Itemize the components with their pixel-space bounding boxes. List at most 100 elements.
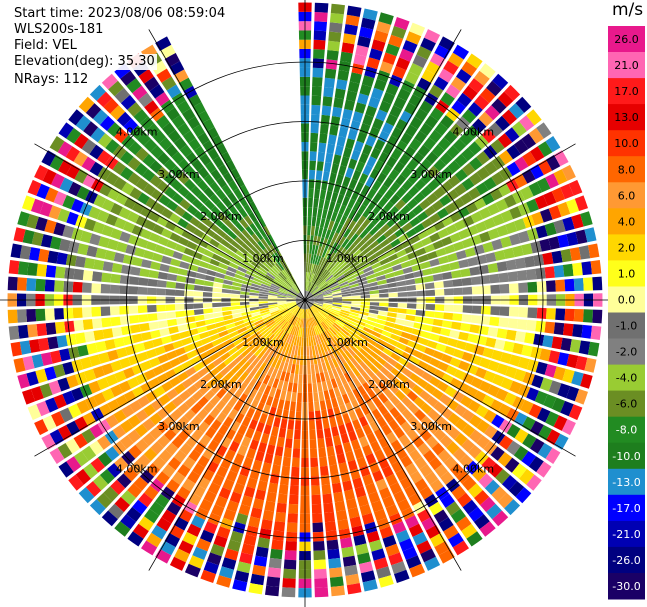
ray-gate: [216, 526, 231, 539]
ray-gate: [271, 397, 279, 408]
ray-gate: [518, 307, 528, 318]
ray-gate: [306, 346, 310, 356]
ray-gate: [462, 373, 475, 385]
ray-gate: [137, 237, 149, 249]
ray-gate: [319, 268, 326, 277]
ray-gate: [83, 218, 97, 232]
ray-gate: [408, 523, 424, 537]
ray-gate: [156, 517, 172, 532]
ray-gate: [329, 464, 339, 475]
ray-gate: [189, 216, 201, 228]
ray-gate: [365, 105, 377, 118]
ray-gate: [350, 345, 359, 354]
ray-gate: [142, 153, 156, 168]
ray-gate: [359, 284, 369, 289]
ray-gate: [314, 568, 327, 579]
ray-gate: [464, 342, 476, 353]
ray-gate: [271, 266, 280, 275]
ray-gate: [344, 349, 353, 360]
ray-gate: [350, 233, 359, 243]
ray-gate: [364, 250, 375, 259]
ray-gate: [36, 323, 48, 337]
ray-gate: [110, 273, 121, 284]
ray-gate: [361, 330, 371, 338]
ray-gate: [396, 313, 407, 320]
ray-gate: [292, 306, 299, 315]
ray-gate: [310, 123, 319, 134]
ray-gate: [127, 414, 141, 428]
ray-gate: [287, 382, 293, 392]
ray-gate: [239, 262, 249, 270]
ray-gate: [527, 281, 538, 293]
azimuth-spoke: [34, 299, 306, 457]
ray-gate: [207, 328, 218, 336]
ray-gate: [339, 311, 350, 317]
ray-gate: [419, 198, 431, 210]
ray-gate: [253, 316, 263, 323]
ray-gate: [289, 354, 294, 364]
ray-gate: [387, 233, 398, 243]
ray-gate: [143, 250, 155, 260]
ray-gate: [449, 123, 464, 137]
ray-gate: [118, 207, 132, 220]
ray-gate: [287, 294, 297, 298]
ray-gate: [573, 278, 584, 291]
ray-gate: [255, 359, 264, 370]
ray-gate: [270, 310, 280, 315]
ray-gate: [138, 314, 149, 323]
ray-gate: [354, 323, 365, 330]
ray-gate: [272, 281, 281, 288]
ray-gate: [272, 378, 280, 389]
ray-gate: [461, 61, 478, 77]
ray-gate: [398, 233, 409, 243]
ray-gate: [362, 474, 374, 486]
ray-gate: [473, 514, 490, 530]
ray-gate: [166, 281, 176, 289]
ray-gate: [359, 504, 372, 516]
ray-gate: [353, 267, 363, 275]
ray-gate: [311, 503, 322, 514]
ray-gate: [220, 238, 231, 248]
ray-gate: [252, 564, 266, 576]
ray-gate: [203, 490, 217, 504]
ray-gate: [338, 165, 347, 176]
ray-gate: [366, 530, 380, 543]
ray-gate: [497, 452, 513, 467]
ray-gate: [439, 434, 453, 448]
ray-gate: [275, 511, 286, 523]
ray-gate: [364, 270, 375, 277]
ray-gate: [257, 240, 266, 251]
ray-gate: [38, 248, 50, 263]
ray-gate: [461, 147, 475, 162]
ray-gate: [377, 253, 388, 262]
ray-gate: [387, 307, 398, 313]
ray-gate: [342, 413, 351, 424]
ray-gate: [526, 198, 539, 213]
ray-gate: [357, 204, 367, 215]
ray-gate: [284, 312, 293, 321]
ray-gate: [220, 334, 231, 343]
ray-gate: [321, 287, 331, 293]
ray-gate: [335, 174, 344, 185]
ray-gate: [584, 357, 597, 373]
ray-gate: [143, 138, 158, 153]
ray-gate: [393, 269, 404, 277]
ray-gate: [228, 408, 239, 420]
ray-gate: [157, 320, 169, 329]
ray-gate: [265, 395, 274, 407]
ray-gate: [218, 487, 231, 500]
ray-gate: [339, 364, 348, 375]
ray-gate: [243, 385, 253, 396]
ray-gate: [509, 233, 521, 246]
ray-gate: [276, 502, 287, 513]
ray-gate: [399, 538, 414, 552]
ray-gate: [194, 346, 206, 355]
ray-gate: [393, 161, 405, 174]
ray-gate: [277, 301, 287, 304]
ray-gate: [481, 394, 495, 408]
ray-gate: [474, 94, 490, 110]
ray-gate: [335, 366, 343, 377]
colorbar-tick-label: 13.0: [614, 111, 639, 124]
ray-gate: [257, 442, 268, 453]
ray-gate: [184, 165, 197, 178]
